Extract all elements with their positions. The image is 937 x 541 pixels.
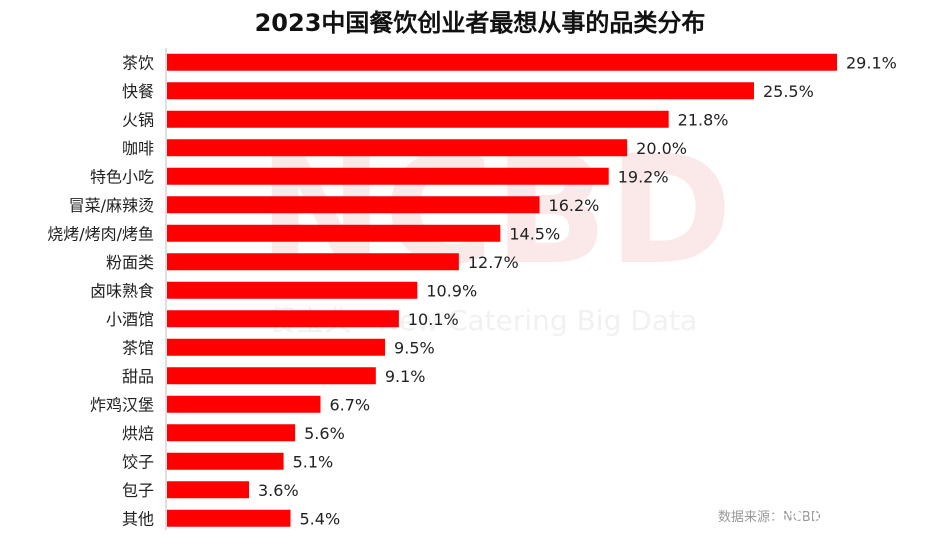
value-label-4: 20.0% — [636, 139, 687, 158]
value-label-8: 12.7% — [468, 253, 519, 272]
category-label-4: 咖啡 — [122, 139, 154, 158]
bar-14 — [167, 424, 296, 442]
value-label-9: 10.9% — [426, 281, 477, 300]
value-label-17: 5.4% — [300, 509, 341, 528]
value-label-14: 5.6% — [304, 424, 345, 443]
category-label-6: 冒菜/麻辣烫 — [69, 196, 154, 215]
bar-10 — [167, 310, 399, 328]
category-label-16: 包子 — [122, 481, 154, 500]
bar-3 — [167, 110, 669, 128]
value-label-10: 10.1% — [408, 310, 459, 329]
category-labels: 茶饮快餐火锅咖啡特色小吃冒菜/麻辣烫烧烤/烤肉/烤鱼粉面类卤味熟食小酒馆茶馆甜品… — [47, 53, 154, 528]
source-note: 数据来源：NCBD — [718, 510, 821, 525]
bar-15 — [167, 452, 284, 470]
value-label-16: 3.6% — [258, 481, 299, 500]
bar-9 — [167, 281, 418, 299]
bar-11 — [167, 338, 386, 356]
bar-1 — [167, 53, 837, 71]
value-label-3: 21.8% — [678, 110, 729, 129]
category-label-2: 快餐 — [122, 82, 154, 101]
category-label-11: 茶馆 — [122, 338, 154, 357]
category-label-7: 烧烤/烤肉/烤鱼 — [47, 224, 154, 243]
value-label-12: 9.1% — [385, 367, 426, 386]
category-label-14: 烘焙 — [122, 424, 154, 443]
value-label-11: 9.5% — [394, 338, 435, 357]
bar-6 — [167, 196, 540, 214]
value-label-7: 14.5% — [509, 224, 560, 243]
category-label-15: 饺子 — [122, 452, 154, 471]
category-label-5: 特色小吃 — [90, 167, 154, 186]
bar-2 — [167, 82, 754, 100]
bar-7 — [167, 224, 501, 242]
category-label-10: 小酒馆 — [106, 310, 154, 329]
category-label-3: 火锅 — [122, 110, 154, 129]
bar-16 — [167, 481, 250, 499]
credit-overlay: 头条 @餐宝典 — [770, 505, 884, 526]
bar-8 — [167, 253, 459, 271]
category-label-13: 炸鸡汉堡 — [90, 395, 154, 414]
value-label-13: 6.7% — [329, 395, 370, 414]
value-label-15: 5.1% — [293, 452, 334, 471]
chart-title: 2023中国餐饮创业者最想从事的品类分布 — [255, 9, 706, 37]
value-labels: 29.1% 25.5% 21.8% 20.0% 19.2% 16.2% 14.5% 12.7%… — [258, 53, 897, 528]
value-label-5: 19.2% — [618, 167, 669, 186]
category-label-8: 粉面类 — [106, 253, 154, 272]
bar-17 — [167, 509, 291, 527]
bar-5 — [167, 167, 609, 185]
value-label-6: 16.2% — [549, 196, 600, 215]
category-label-12: 甜品 — [122, 367, 154, 386]
value-label-1: 29.1% — [846, 53, 897, 72]
category-label-17: 其他 — [122, 509, 154, 528]
bar-12 — [167, 367, 376, 385]
bar-13 — [167, 395, 321, 413]
category-label-9: 卤味熟食 — [90, 281, 154, 300]
bars — [167, 53, 837, 527]
category-label-1: 茶饮 — [122, 53, 154, 72]
bar-4 — [167, 139, 628, 157]
value-label-2: 25.5% — [763, 82, 814, 101]
watermark-brand-en: New Catering Big Data — [378, 304, 697, 337]
